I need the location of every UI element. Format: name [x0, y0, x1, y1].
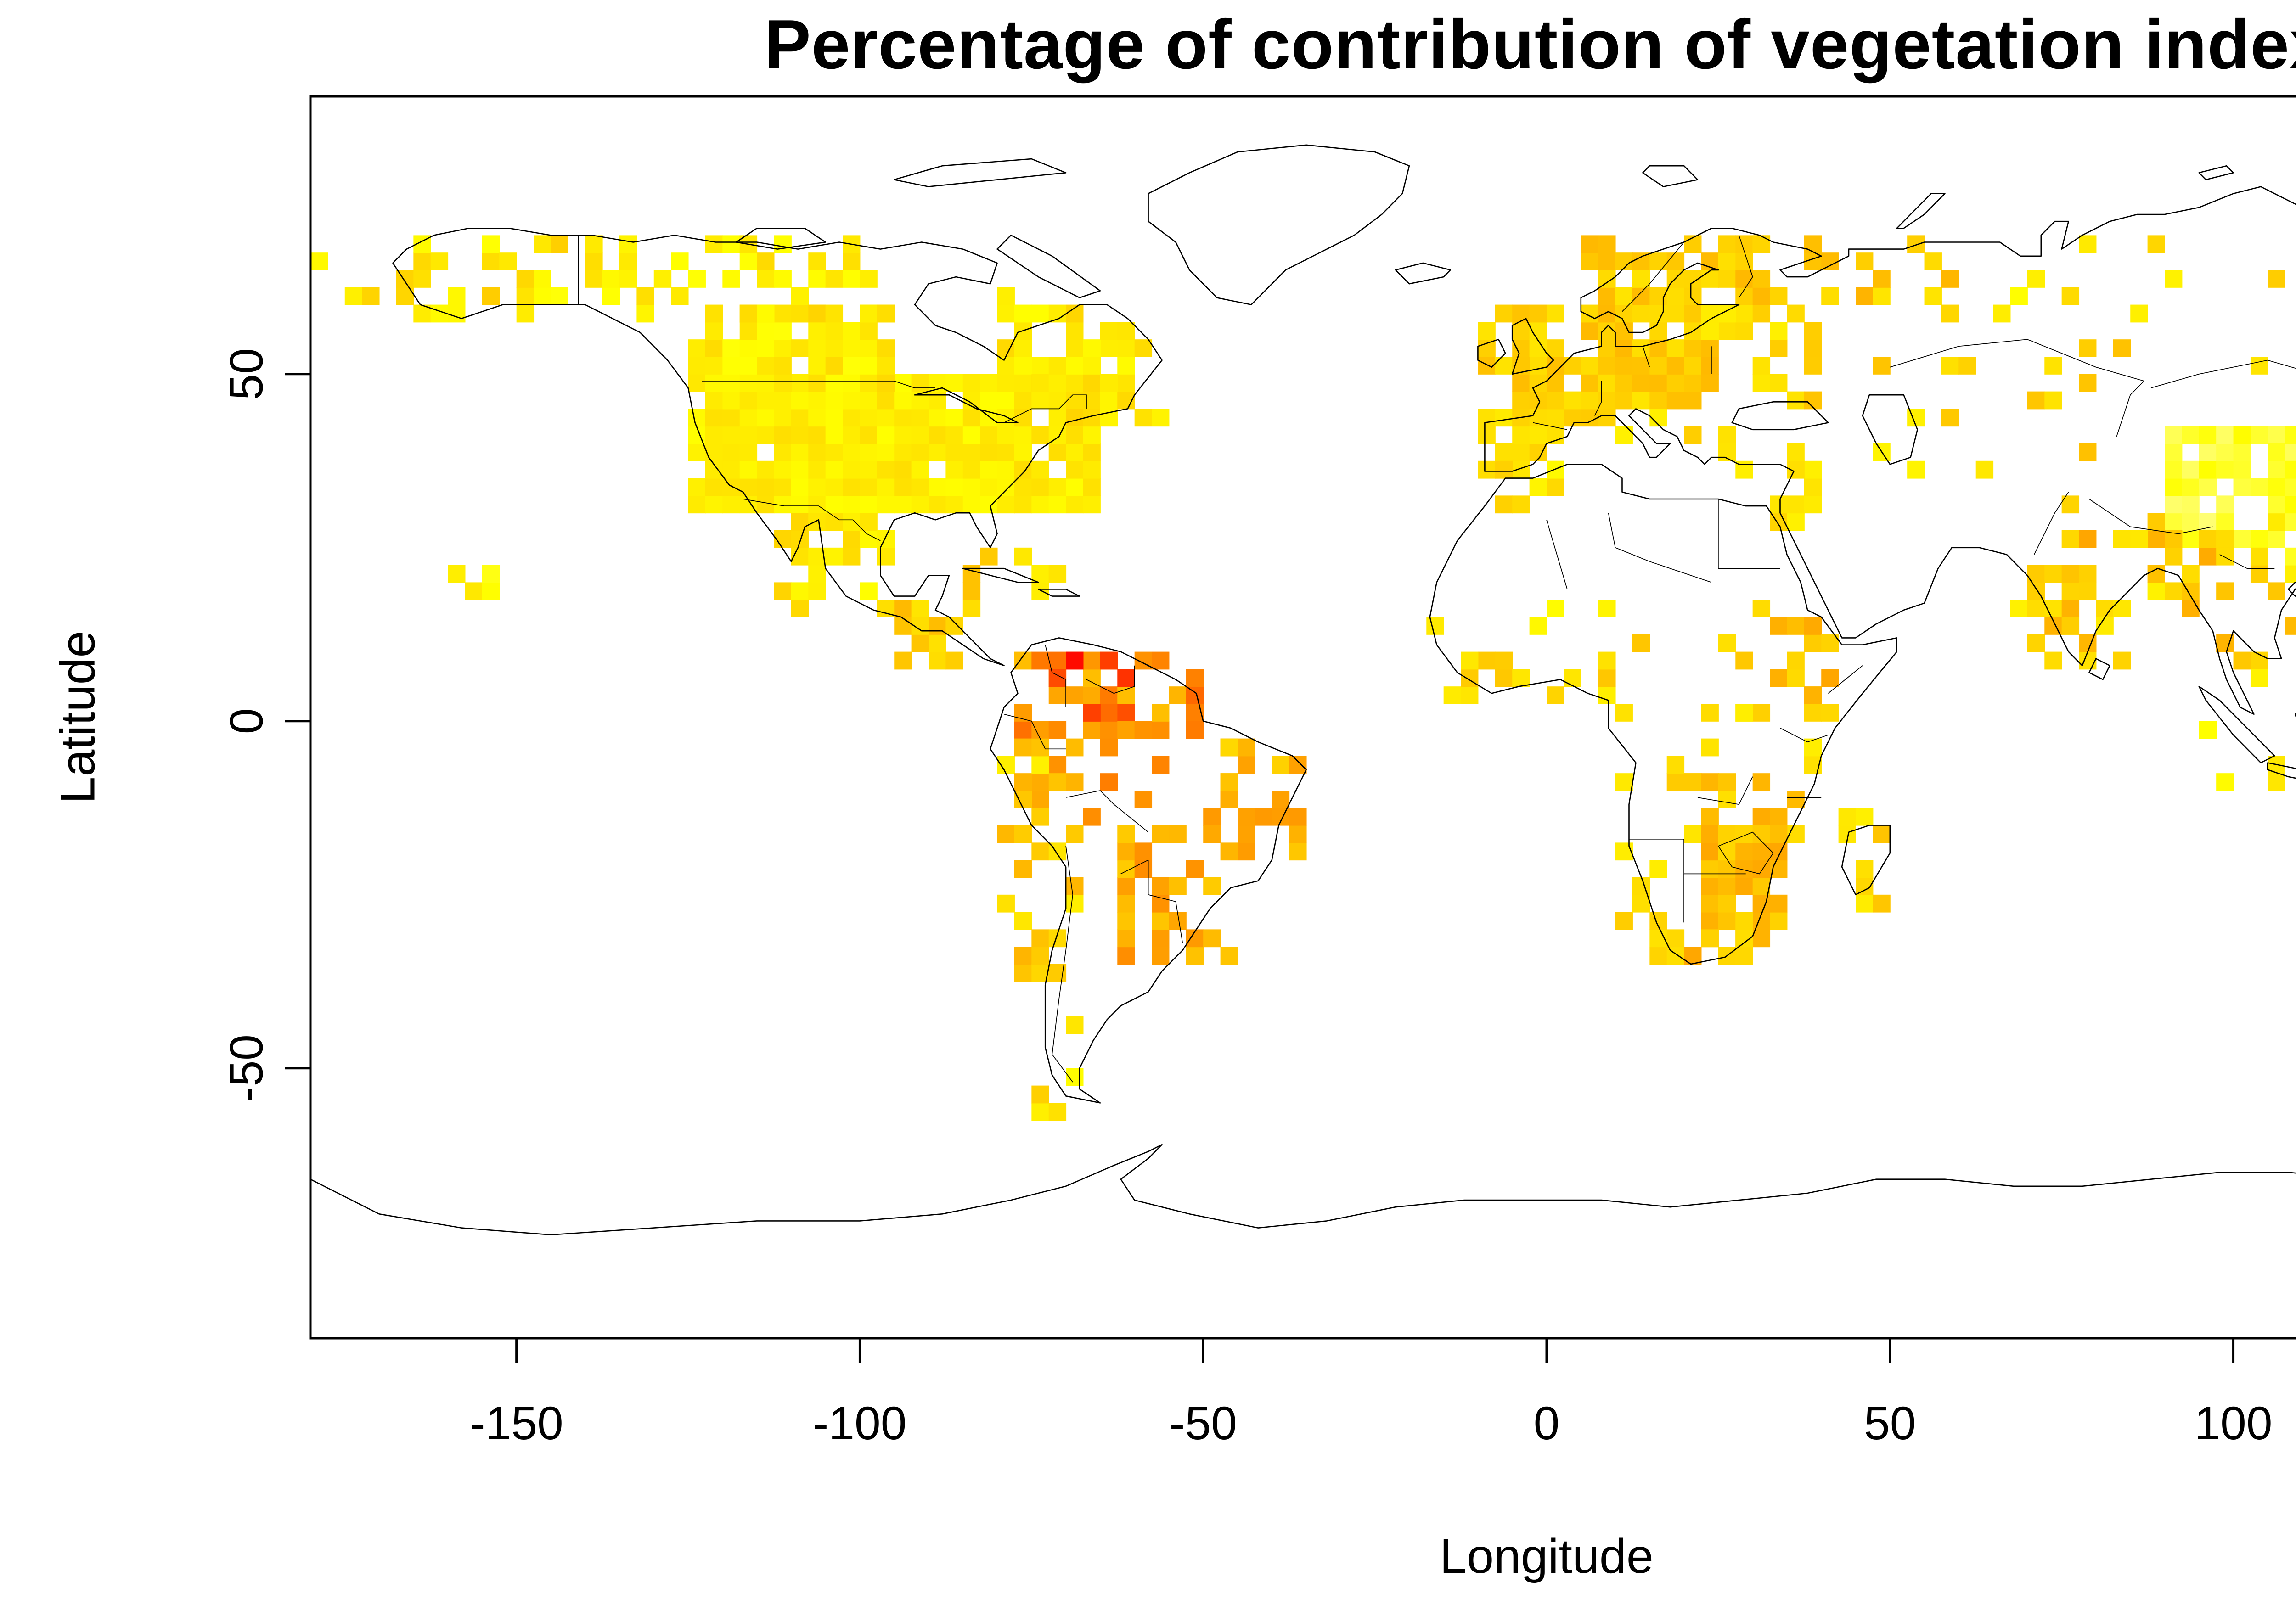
chart-title: Percentage of contribution of vegetation… — [764, 6, 2296, 84]
map-layers — [310, 144, 2296, 1235]
y-tick-label: -50 — [220, 1034, 273, 1102]
x-tick-label: -150 — [470, 1397, 563, 1449]
x-axis: -150-100-50050100150 — [470, 1338, 2273, 1449]
x-tick-label: 100 — [2194, 1397, 2272, 1449]
coastlines — [310, 144, 2296, 1235]
heat-cells — [310, 235, 2296, 1121]
x-tick-label: 0 — [1534, 1397, 1560, 1449]
country-borders — [578, 235, 2296, 1083]
x-tick-label: 50 — [1864, 1397, 1916, 1449]
y-tick-label: 0 — [220, 708, 273, 734]
lake-outline — [914, 387, 1019, 423]
x-tick-label: -100 — [813, 1397, 906, 1449]
lake-outline — [1862, 394, 1918, 465]
y-tick-label: 50 — [220, 348, 273, 400]
x-tick-label: -50 — [1170, 1397, 1237, 1449]
y-axis: 50 0 -50 — [220, 348, 310, 1102]
x-axis-title: Longitude — [1440, 1529, 1654, 1583]
lake-outline — [1731, 401, 1829, 431]
